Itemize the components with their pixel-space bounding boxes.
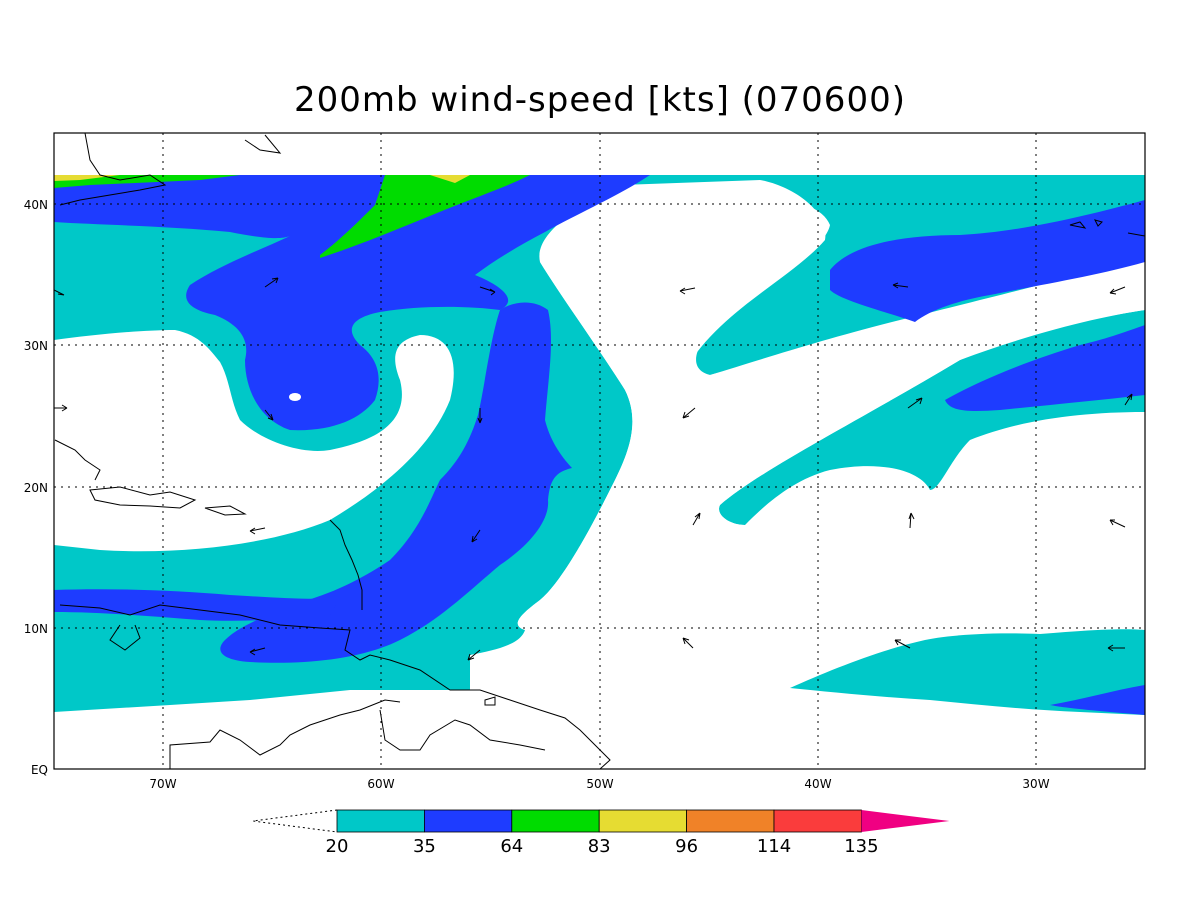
- lat-tick-label: EQ: [31, 763, 48, 777]
- wind-contour-20kt-south: [790, 629, 1145, 715]
- calm-zone-central: [517, 197, 1145, 630]
- lat-tick-label: 40N: [24, 198, 48, 212]
- lat-tick-label: 30N: [24, 339, 48, 353]
- lon-axis: 70W 60W 50W 40W 30W: [149, 777, 1049, 791]
- colorbar-level-label: 96: [675, 836, 698, 857]
- lon-tick-label: 50W: [586, 777, 613, 791]
- wind-contour-35kt-east: [830, 200, 1145, 322]
- lon-tick-label: 60W: [367, 777, 394, 791]
- colorbar: 20 35 64 83 96 114 135: [252, 809, 950, 857]
- wind-contour-35kt-east-band: [945, 325, 1145, 411]
- calm-eye: [289, 393, 301, 401]
- colorbar-swatch: [336, 809, 425, 833]
- wind-contour-83kt-nw: [54, 175, 120, 181]
- lat-axis: EQ 10N 20N 30N 40N: [24, 198, 48, 777]
- wind-contour-35kt-west: [54, 589, 340, 621]
- colorbar-swatch: [423, 809, 513, 833]
- colorbar-swatch: [686, 809, 775, 833]
- colorbar-level-label: 35: [413, 836, 436, 857]
- coastlines: [54, 133, 1145, 769]
- colorbar-level-label: 83: [588, 836, 611, 857]
- wind-contour-35kt-north: [54, 175, 650, 431]
- lat-tick-label: 20N: [24, 481, 48, 495]
- calm-zone-west: [54, 330, 454, 552]
- colorbar-level-label: 114: [757, 836, 791, 857]
- colorbar-level-label: 20: [326, 836, 349, 857]
- plot-frame: [53, 132, 1146, 770]
- map-title: 200mb wind-speed [kts] (070600): [294, 80, 906, 120]
- lon-tick-label: 70W: [149, 777, 176, 791]
- colorbar-level-label: 64: [500, 836, 523, 857]
- wind-contour-83kt: [430, 175, 470, 183]
- colorbar-level-label: 135: [844, 836, 878, 857]
- wind-vectors: [54, 277, 1133, 661]
- graticule: [54, 133, 1145, 769]
- lon-tick-label: 30W: [1022, 777, 1049, 791]
- colorbar-under-arrow: [252, 809, 338, 833]
- colorbar-swatch: [598, 809, 688, 833]
- wind-contour-35kt-southeast: [1050, 685, 1145, 715]
- colorbar-swatch: [511, 809, 600, 833]
- lat-tick-label: 10N: [24, 622, 48, 636]
- colorbar-over-arrow: [861, 810, 950, 832]
- wind-contour-64kt-nw: [54, 175, 240, 188]
- lon-tick-label: 40W: [804, 777, 831, 791]
- colorbar-swatch: [773, 809, 862, 833]
- wind-contour-64kt: [320, 175, 530, 258]
- wind-contour-35kt-band: [220, 302, 572, 663]
- plot-area: [54, 133, 1145, 769]
